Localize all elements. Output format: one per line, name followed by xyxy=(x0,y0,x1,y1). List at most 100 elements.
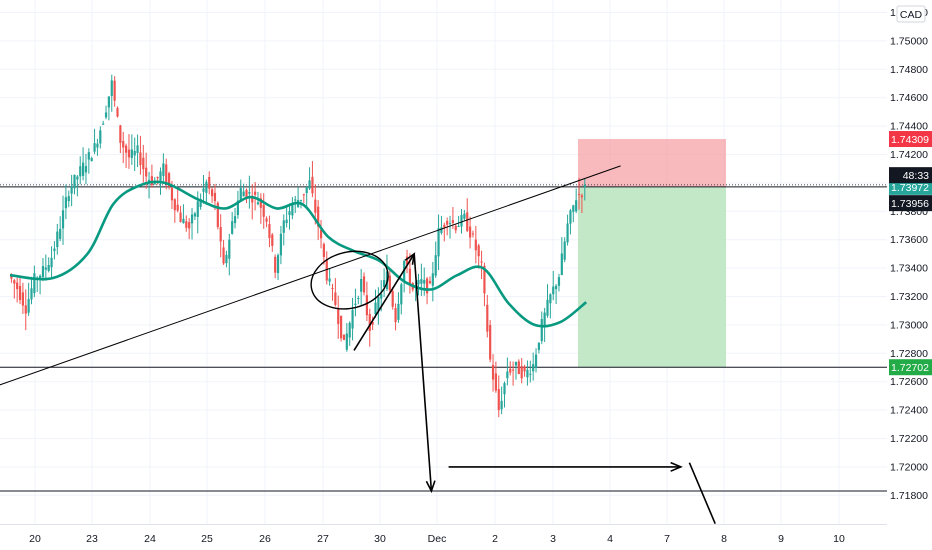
candle-body xyxy=(348,322,351,338)
candle-body xyxy=(302,194,305,196)
candle-body xyxy=(308,180,311,189)
candle-body xyxy=(480,261,483,263)
currency-badge[interactable]: CAD xyxy=(896,5,926,23)
candle-body xyxy=(21,292,24,306)
candle-body xyxy=(211,189,214,197)
candle-body xyxy=(50,257,53,268)
candle-body xyxy=(145,167,148,177)
candle-body xyxy=(61,210,65,229)
candle-body xyxy=(572,205,575,212)
candle-body xyxy=(150,176,153,185)
candle-body xyxy=(130,149,133,158)
candle-body xyxy=(73,174,76,189)
candle-body xyxy=(288,211,291,216)
stop-loss-zone xyxy=(578,139,726,187)
candle-body xyxy=(133,150,136,156)
candle-body xyxy=(165,164,168,183)
candle-body xyxy=(451,220,454,223)
candle-body xyxy=(294,199,297,201)
candle-body xyxy=(491,364,495,380)
candle-body xyxy=(282,220,285,233)
price-tag-label: 48:33 xyxy=(903,170,929,182)
candle-body xyxy=(342,334,346,340)
candle-body xyxy=(153,182,156,185)
candle-body xyxy=(24,305,27,314)
candle-body xyxy=(483,265,486,294)
candle-body xyxy=(469,226,472,238)
candle-body xyxy=(116,107,119,117)
candle-body xyxy=(110,80,113,96)
candle-body xyxy=(500,400,503,410)
candle-body xyxy=(16,282,19,290)
x-tick-label: 25 xyxy=(201,533,213,545)
candle-body xyxy=(251,198,254,203)
candle-body xyxy=(274,256,277,273)
candle-body xyxy=(64,197,67,209)
candle-body xyxy=(440,227,443,233)
candle-body xyxy=(259,198,262,208)
candle-body xyxy=(314,199,317,213)
candle-body xyxy=(82,162,85,176)
x-tick-label: 7 xyxy=(664,533,670,545)
candle-body xyxy=(39,275,42,279)
candle-body xyxy=(231,221,234,234)
candle-body xyxy=(268,224,271,239)
candle-body xyxy=(127,149,131,158)
price-tag-label: 1.74309 xyxy=(891,134,929,146)
x-tick-label: 8 xyxy=(721,533,727,545)
candle-body xyxy=(188,222,191,229)
candle-body xyxy=(457,226,460,228)
trendline xyxy=(0,165,621,386)
candle-body xyxy=(428,280,432,284)
y-tick-label: 1.73200 xyxy=(890,291,928,303)
candle-body xyxy=(119,125,122,143)
candle-body xyxy=(228,239,231,259)
candle-body xyxy=(10,275,13,279)
candle-body xyxy=(497,388,500,411)
candle-body xyxy=(555,285,558,290)
y-tick-label: 1.74600 xyxy=(890,92,928,104)
x-tick-label: 23 xyxy=(86,533,98,545)
candle-body xyxy=(420,279,423,284)
candle-body xyxy=(337,308,340,325)
drawings xyxy=(0,165,716,525)
candle-body xyxy=(248,192,251,194)
candle-body xyxy=(156,177,159,179)
candle-body xyxy=(44,267,47,270)
candle-body xyxy=(202,188,205,192)
arrow-head xyxy=(425,480,436,494)
candle-body xyxy=(408,268,411,285)
candle-body xyxy=(546,299,549,316)
candle-body xyxy=(334,292,337,305)
candle-body xyxy=(405,256,409,265)
candle-body xyxy=(285,219,288,224)
candle-body xyxy=(417,279,420,285)
candle-body xyxy=(271,234,274,246)
take-profit-zone xyxy=(578,186,726,368)
candle-body xyxy=(552,286,555,295)
candle-body xyxy=(125,145,128,153)
candle-body xyxy=(388,275,391,291)
candle-body xyxy=(448,223,452,225)
price-axis-bg xyxy=(887,0,932,524)
candle-body xyxy=(532,364,535,372)
y-tick-label: 1.74200 xyxy=(890,149,928,161)
candle-body xyxy=(509,368,512,373)
candle-body xyxy=(33,273,36,294)
candle-body xyxy=(454,225,457,231)
candle-body xyxy=(139,152,142,166)
candle-body xyxy=(219,227,222,242)
x-tick-label: 4 xyxy=(607,533,613,545)
candle-body xyxy=(446,220,449,225)
x-tick-label: 24 xyxy=(144,533,156,545)
candle-body xyxy=(147,179,151,182)
currency-badge-label: CAD xyxy=(900,9,923,21)
x-tick-label: 30 xyxy=(374,533,386,545)
candle-body xyxy=(437,228,440,257)
candle-body xyxy=(365,295,368,316)
candle-body xyxy=(431,273,434,286)
candle-body xyxy=(239,187,242,200)
candle-body xyxy=(53,248,56,251)
